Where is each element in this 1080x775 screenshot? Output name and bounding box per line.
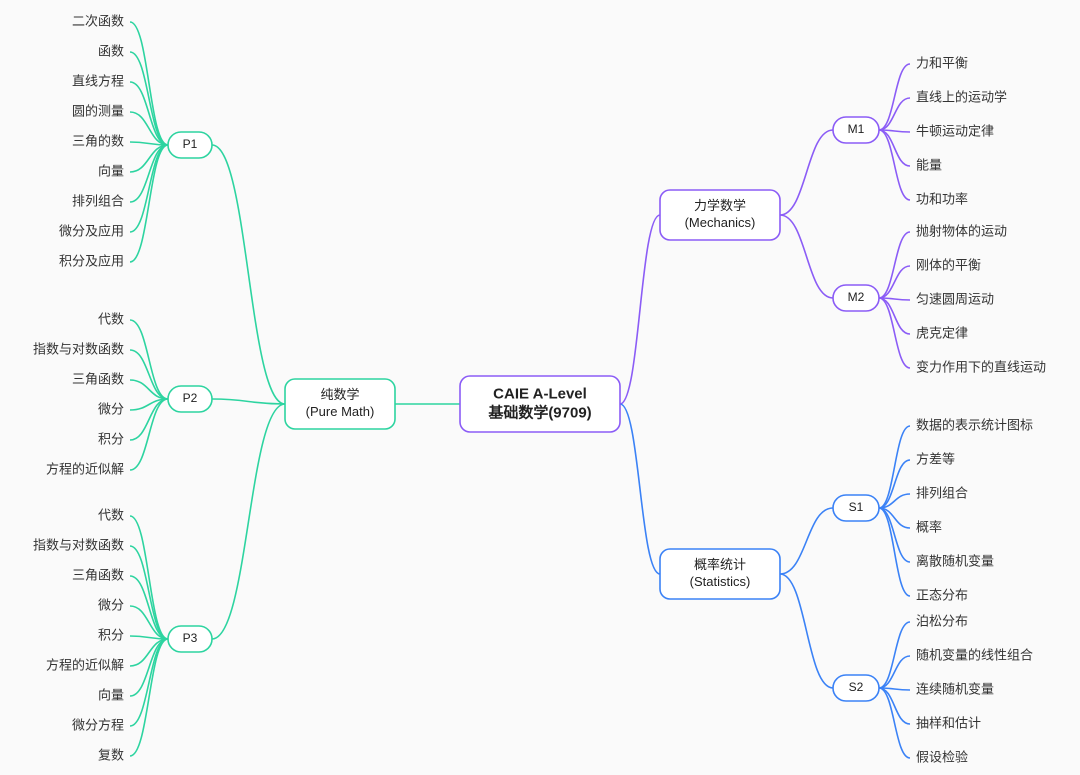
leaf-s2-3: 抽样和估计 [916,715,981,730]
svg-text:CAIE A-Level: CAIE A-Level [493,385,587,402]
svg-text:纯数学: 纯数学 [320,387,359,402]
leaf-m1-1: 直线上的运动学 [916,89,1007,104]
edge-s2-leaf-1 [879,656,910,688]
leaf-m1-2: 牛顿运动定律 [916,123,994,138]
edge-p1-leaf-1 [130,52,168,145]
node-p3: P3 [168,626,212,652]
edge-m2-leaf-3 [879,298,910,334]
leaf-p2-4: 积分 [98,431,124,446]
leaf-s1-4: 离散随机变量 [916,553,994,568]
edge-s2-leaf-3 [879,688,910,724]
node-stats: 概率统计 (Statistics) [660,549,780,599]
leaf-p2-0: 代数 [98,311,124,326]
edge-stats-s2 [780,574,833,688]
svg-text:M2: M2 [848,290,865,304]
leaf-p3-3: 微分 [98,597,124,612]
leaf-p1-8: 积分及应用 [59,253,124,268]
edge-stats-s1 [780,508,833,574]
leaf-p2-1: 指数与对数函数 [33,341,124,356]
leaf-p3-0: 代数 [98,507,124,522]
leaf-p3-1: 指数与对数函数 [33,537,124,552]
svg-text:(Pure Math): (Pure Math) [306,404,375,419]
edge-p1-leaf-8 [130,145,168,262]
leaf-p3-4: 积分 [98,627,124,642]
edge-mech-m1 [780,130,833,215]
leaf-p1-6: 排列组合 [72,193,124,208]
node-m2: M2 [833,285,879,311]
leaf-s1-2: 排列组合 [916,485,968,500]
leaf-s1-3: 概率 [916,519,942,534]
leaf-s1-5: 正态分布 [916,587,968,602]
leaf-m1-3: 能量 [916,157,942,172]
leaf-p2-5: 方程的近似解 [46,461,124,476]
svg-text:S1: S1 [849,500,864,514]
leaf-m2-2: 匀速圆周运动 [916,291,994,306]
node-p1: P1 [168,132,212,158]
svg-text:P1: P1 [183,137,198,151]
leaf-p3-8: 复数 [98,747,124,762]
node-s2: S2 [833,675,879,701]
edge-m1-leaf-1 [879,98,910,130]
leaf-p2-3: 微分 [98,401,124,416]
leaf-p3-7: 微分方程 [72,717,124,732]
leaf-s1-1: 方差等 [916,451,955,466]
leaf-p1-3: 圆的测量 [72,103,124,118]
leaf-p1-5: 向量 [98,163,124,178]
edge-m1-leaf-0 [879,64,910,130]
svg-text:概率统计: 概率统计 [694,557,746,572]
svg-text:M1: M1 [848,122,865,136]
leaf-p1-7: 微分及应用 [59,223,124,238]
svg-text:P2: P2 [183,391,198,405]
mindmap-diagram: 二次函数函数直线方程圆的测量三角的数向量排列组合微分及应用积分及应用P1代数指数… [0,0,1080,775]
leaf-p2-2: 三角函数 [72,371,124,386]
leaf-p1-2: 直线方程 [72,73,124,88]
edge-root-stats [620,404,660,574]
node-p2: P2 [168,386,212,412]
edge-m1-leaf-3 [879,130,910,166]
leaf-s1-0: 数据的表示统计图标 [916,417,1033,432]
leaf-s2-1: 随机变量的线性组合 [916,647,1033,662]
edge-pure-p3 [212,404,285,639]
node-mech: 力学数学 (Mechanics) [660,190,780,240]
leaf-m2-4: 变力作用下的直线运动 [916,359,1046,374]
edge-p1-leaf-6 [130,145,168,202]
edge-p2-leaf-0 [130,320,168,399]
edge-p3-leaf-1 [130,546,168,639]
edge-s1-leaf-0 [879,426,910,508]
edge-p3-leaf-6 [130,639,168,696]
leaf-m2-0: 抛射物体的运动 [916,223,1007,238]
edge-pure-p1 [212,145,285,404]
edge-m2-leaf-0 [879,232,910,298]
edge-pure-p2 [212,399,285,404]
svg-text:(Statistics): (Statistics) [690,574,751,589]
edge-mech-m2 [780,215,833,298]
svg-text:(Mechanics): (Mechanics) [685,215,756,230]
edge-s1-leaf-5 [879,508,910,596]
leaf-s2-0: 泊松分布 [916,613,968,628]
leaf-p1-0: 二次函数 [72,13,124,28]
edge-p3-leaf-8 [130,639,168,756]
node-m1: M1 [833,117,879,143]
svg-text:P3: P3 [183,631,198,645]
edge-root-mech [620,215,660,404]
edge-m2-leaf-1 [879,266,910,298]
node-root: CAIE A-Level基础数学(9709) [460,376,620,432]
edge-s2-leaf-0 [879,622,910,688]
leaf-p3-6: 向量 [98,687,124,702]
svg-text:力学数学: 力学数学 [694,198,746,213]
leaf-m2-1: 刚体的平衡 [916,257,981,272]
node-s1: S1 [833,495,879,521]
leaf-p3-2: 三角函数 [72,567,124,582]
leaf-s2-2: 连续随机变量 [916,681,994,696]
svg-text:S2: S2 [849,680,864,694]
leaf-p1-4: 三角的数 [72,133,124,148]
leaf-p1-1: 函数 [98,43,124,58]
leaf-m1-4: 功和功率 [916,191,968,206]
leaf-m1-0: 力和平衡 [916,55,968,70]
svg-text:基础数学(9709): 基础数学(9709) [487,403,591,421]
leaf-s2-4: 假设检验 [916,749,968,764]
leaf-p3-5: 方程的近似解 [46,657,124,672]
leaf-m2-3: 虎克定律 [916,325,968,340]
node-pure: 纯数学 (Pure Math) [285,379,395,429]
